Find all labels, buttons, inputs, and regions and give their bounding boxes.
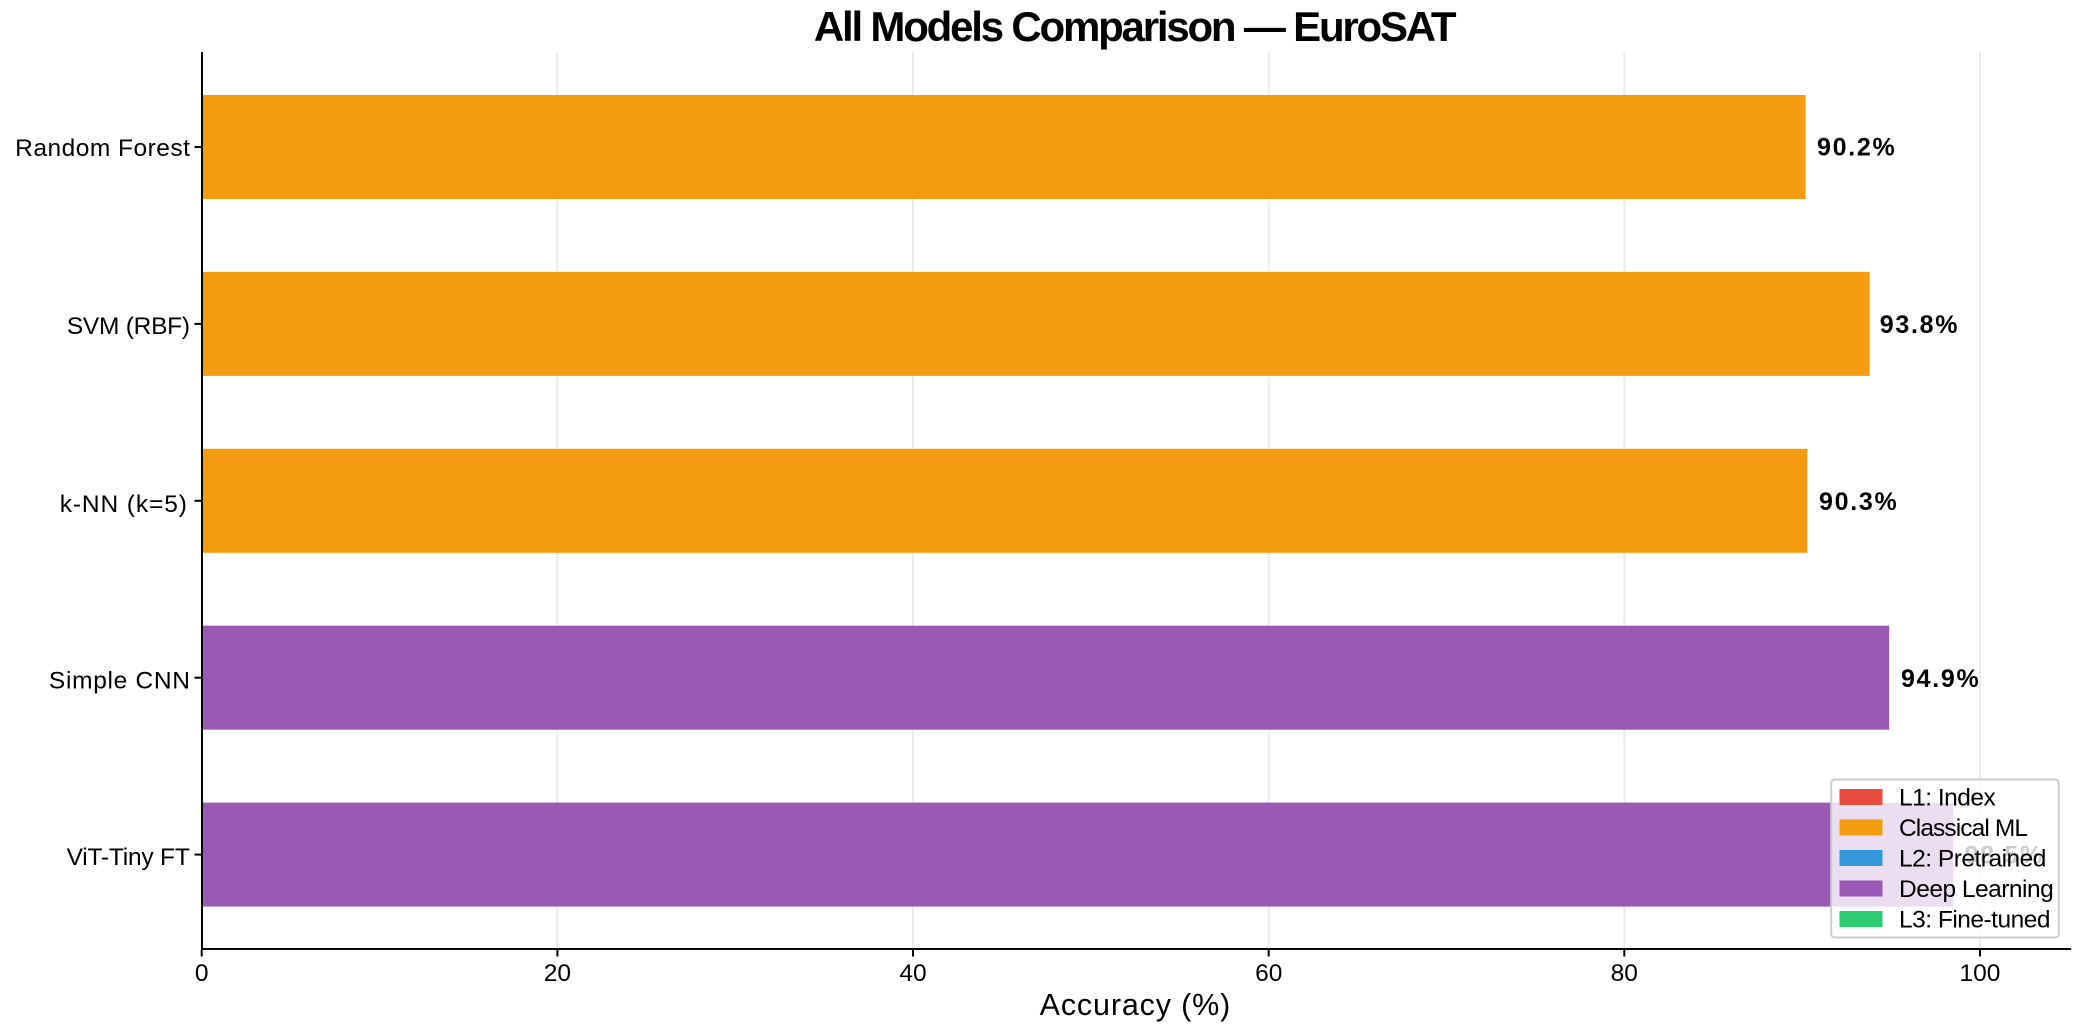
svg-text:0: 0	[195, 960, 209, 987]
svg-text:60: 60	[1255, 960, 1282, 987]
svg-text:100: 100	[1960, 960, 2001, 987]
svg-text:93.8%: 93.8%	[1880, 311, 1959, 339]
svg-text:All Models Comparison — EuroSA: All Models Comparison — EuroSAT	[814, 3, 1457, 50]
svg-text:ViT-Tiny FT: ViT-Tiny FT	[67, 844, 190, 871]
svg-text:Deep Learning: Deep Learning	[1899, 876, 2053, 903]
svg-text:94.9%: 94.9%	[1901, 665, 1980, 693]
svg-text:Classical ML: Classical ML	[1899, 815, 2027, 842]
svg-text:Random Forest: Random Forest	[15, 135, 190, 162]
svg-text:90.2%: 90.2%	[1817, 134, 1896, 162]
svg-text:Simple CNN: Simple CNN	[49, 667, 191, 694]
svg-text:L2: Pretrained: L2: Pretrained	[1899, 846, 2046, 873]
svg-text:L3: Fine-tuned: L3: Fine-tuned	[1899, 907, 2050, 934]
svg-text:Accuracy (%): Accuracy (%)	[1040, 988, 1232, 1022]
svg-text:SVM (RBF): SVM (RBF)	[67, 313, 190, 340]
svg-text:L1: Index: L1: Index	[1899, 785, 1996, 812]
svg-text:90.3%: 90.3%	[1819, 488, 1898, 516]
svg-text:20: 20	[544, 960, 571, 987]
svg-text:40: 40	[899, 960, 926, 987]
svg-text:k-NN (k=5): k-NN (k=5)	[60, 491, 188, 518]
svg-text:80: 80	[1611, 960, 1638, 987]
